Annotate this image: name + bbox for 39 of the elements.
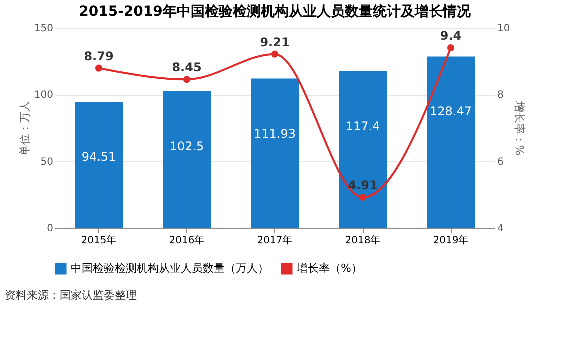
y2-tick-label: 8 (498, 90, 504, 102)
bar (75, 102, 123, 228)
point (359, 194, 367, 202)
point (95, 64, 103, 72)
point (271, 50, 279, 58)
y-axis-title: 单位：万人 (18, 101, 32, 156)
bar (163, 91, 211, 228)
y2-tick-label: 6 (498, 156, 504, 168)
bar (427, 56, 475, 228)
data-label: 8.79 (84, 49, 114, 64)
data-label: 111.93 (254, 126, 296, 141)
y2-tick-label: 4 (498, 224, 504, 234)
y2-axis-title: 增长率：% (513, 100, 526, 156)
data-label: 128.47 (430, 104, 472, 119)
data-label: 9.4 (440, 29, 462, 43)
y-tick-label: 150 (34, 24, 54, 34)
data-label: 4.91 (348, 178, 378, 193)
y2-tick-label: 10 (498, 24, 510, 34)
point (447, 44, 455, 52)
data-label: 117.4 (346, 119, 380, 134)
data-label: 8.45 (172, 60, 202, 75)
data-label: 94.51 (82, 150, 116, 164)
x-tick-label: 2019年 (433, 234, 469, 246)
y-tick-label: 0 (47, 224, 54, 234)
data-label: 102.5 (170, 139, 204, 154)
x-tick-label: 2017年 (257, 234, 293, 246)
text: 资料来源：国家认监委整理 (5, 289, 137, 302)
point (183, 76, 191, 84)
x-tick-label: 2018年 (345, 234, 381, 246)
legend-label: 中国检验检测机构从业人员数量（万人） (71, 262, 269, 275)
data-label: 9.21 (260, 35, 290, 50)
bar (339, 71, 387, 228)
x-tick-label: 2016年 (169, 234, 205, 246)
x-tick-label: 2015年 (81, 234, 117, 246)
legend-label: 增长率（%） (296, 262, 362, 275)
chart-title: 2015-2019年中国检验检测机构从业人员数量统计及增长情况 (79, 3, 472, 20)
y-tick-label: 100 (34, 90, 54, 102)
bar (251, 78, 299, 228)
y-tick-label: 50 (40, 156, 54, 168)
